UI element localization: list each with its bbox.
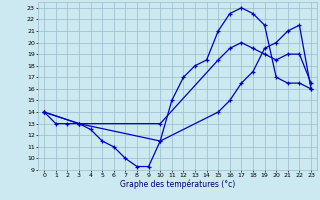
X-axis label: Graphe des températures (°c): Graphe des températures (°c): [120, 180, 235, 189]
